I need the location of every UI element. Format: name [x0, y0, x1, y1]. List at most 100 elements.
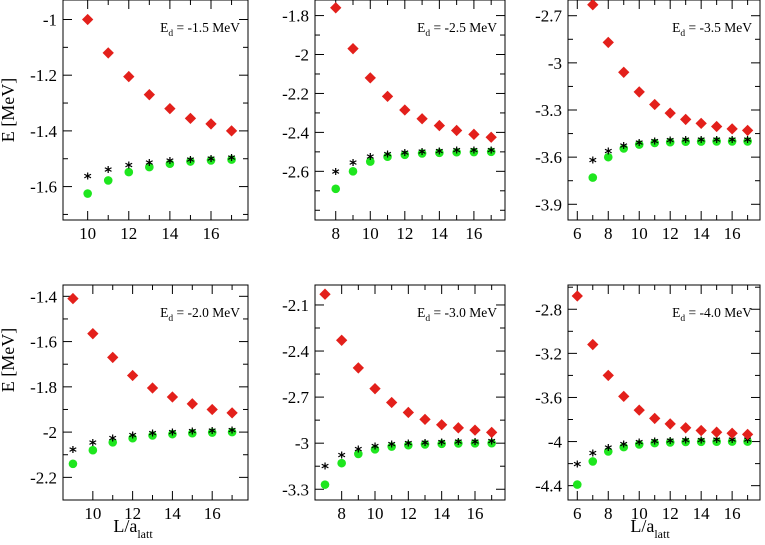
star-point: *: [435, 144, 443, 162]
red-diamond-point: [436, 419, 448, 431]
green-circle-point: [148, 431, 157, 440]
star-point: *: [697, 433, 705, 451]
star-point: *: [573, 457, 581, 475]
green-circle-point: [320, 480, 330, 489]
panel-5: 8 10 12 14 16 -2.1 -2.4 -2.7 -3 -3.3 Ed = -3.0 MeV…: [282, 284, 506, 523]
star-point: *: [604, 145, 612, 163]
green-circle-point: [470, 439, 480, 448]
red-diamond-point: [649, 412, 661, 425]
red-diamond-point: [485, 131, 497, 143]
star-point: *: [728, 433, 736, 451]
anno-sub: d: [680, 29, 685, 39]
star-point: *: [454, 435, 462, 453]
star-point: *: [744, 433, 752, 451]
y-tick-label: -3.3: [535, 101, 562, 120]
red-diamond-point: [602, 36, 614, 49]
green-circle-point: [387, 442, 396, 451]
star-point: *: [228, 151, 236, 169]
red-diamond-point: [146, 382, 159, 394]
x-tick-label: 10: [79, 224, 96, 243]
panel-annotation: Ed = -3.0 MeV: [417, 305, 497, 324]
red-diamond-point: [618, 66, 630, 78]
green-circle-point: [727, 137, 737, 146]
y-tick-label: -2.7: [535, 7, 562, 26]
star-point: *: [421, 436, 429, 454]
y-tick-label: -4.4: [535, 477, 562, 496]
anno-sub: d: [425, 29, 430, 39]
red-diamond-point: [710, 120, 723, 133]
xlabel-sub: latt: [137, 527, 153, 541]
red-diamond-point: [123, 70, 135, 83]
green-circle-point: [354, 449, 363, 459]
y-tick-label: -3.9: [535, 195, 562, 214]
x-tick-label: 14: [161, 224, 179, 243]
star-point: *: [145, 156, 153, 174]
y-tick-label: -2.6: [282, 162, 309, 181]
red-diamond-point: [664, 107, 676, 119]
red-diamond-point: [695, 424, 707, 437]
x-tick-label: 16: [724, 224, 741, 243]
red-diamond-point: [87, 328, 99, 340]
green-circle-point: [487, 438, 496, 448]
green-circle-point: [650, 438, 660, 448]
green-circle-point: [588, 173, 598, 182]
x-tick-label: 16: [203, 224, 220, 243]
y-tick-label: -1.6: [30, 178, 57, 197]
xlabel-main: L/a: [630, 516, 654, 536]
anno-prefix: E: [160, 20, 168, 35]
green-circle-point: [383, 152, 392, 162]
green-circle-point: [227, 155, 236, 164]
y-tick-label: -3.6: [535, 148, 562, 167]
green-circle-point: [83, 189, 92, 198]
y-tick-label: -1.2: [30, 66, 57, 85]
plot-frame: [62, 0, 249, 221]
red-diamond-point: [402, 406, 414, 419]
red-diamond-point: [468, 128, 480, 140]
green-circle-point: [486, 147, 496, 157]
red-diamond-point: [186, 398, 198, 410]
green-circle-point: [681, 137, 690, 147]
star-point: *: [589, 153, 597, 171]
panel-6: 6 8 10 12 14 16 -2.8 -3.2 -3.6 -4 -4.4 Ed = -4.0 Me…: [535, 284, 761, 523]
x-tick-label: 10: [631, 504, 648, 523]
red-diamond-point: [571, 290, 583, 302]
star-point: *: [713, 133, 721, 151]
red-diamond-point: [649, 98, 661, 111]
plot-frame: [567, 284, 761, 501]
y-tick-label: -1.4: [30, 122, 57, 141]
star-point: *: [651, 434, 659, 452]
x-tick-label: 14: [693, 224, 711, 243]
red-diamond-point: [741, 428, 754, 441]
xlabel-left: L/alatt: [113, 516, 153, 541]
red-diamond-point: [602, 369, 614, 382]
x-tick-label: 14: [433, 504, 451, 523]
green-circle-point: [634, 440, 644, 449]
star-point: *: [166, 154, 174, 172]
red-diamond-point: [452, 422, 464, 434]
star-point: *: [635, 136, 643, 154]
y-tick-label: -2.4: [282, 123, 309, 142]
x-tick-label: 6: [573, 504, 582, 523]
green-circle-point: [469, 147, 479, 157]
green-circle-point: [348, 167, 358, 176]
x-tick-label: 12: [124, 504, 141, 523]
green-circle-point: [588, 457, 598, 466]
green-circle-point: [165, 159, 175, 169]
x-tick-label: 10: [367, 504, 384, 523]
anno-prefix: E: [417, 305, 425, 320]
red-diamond-point: [143, 89, 155, 101]
star-point: *: [635, 435, 643, 453]
green-circle-point: [452, 147, 461, 157]
green-circle-point: [712, 137, 721, 146]
y-tick-label: -1.8: [30, 378, 57, 397]
green-circle-point: [681, 437, 690, 447]
star-point: *: [321, 459, 329, 477]
star-point: *: [149, 427, 157, 445]
red-diamond-point: [587, 338, 599, 351]
red-diamond-point: [164, 102, 176, 115]
star-point: *: [104, 163, 112, 181]
x-tick-label: 10: [631, 224, 648, 243]
star-point: *: [349, 156, 357, 174]
red-diamond-point: [226, 407, 238, 419]
xlabel-right: L/alatt: [630, 516, 670, 541]
